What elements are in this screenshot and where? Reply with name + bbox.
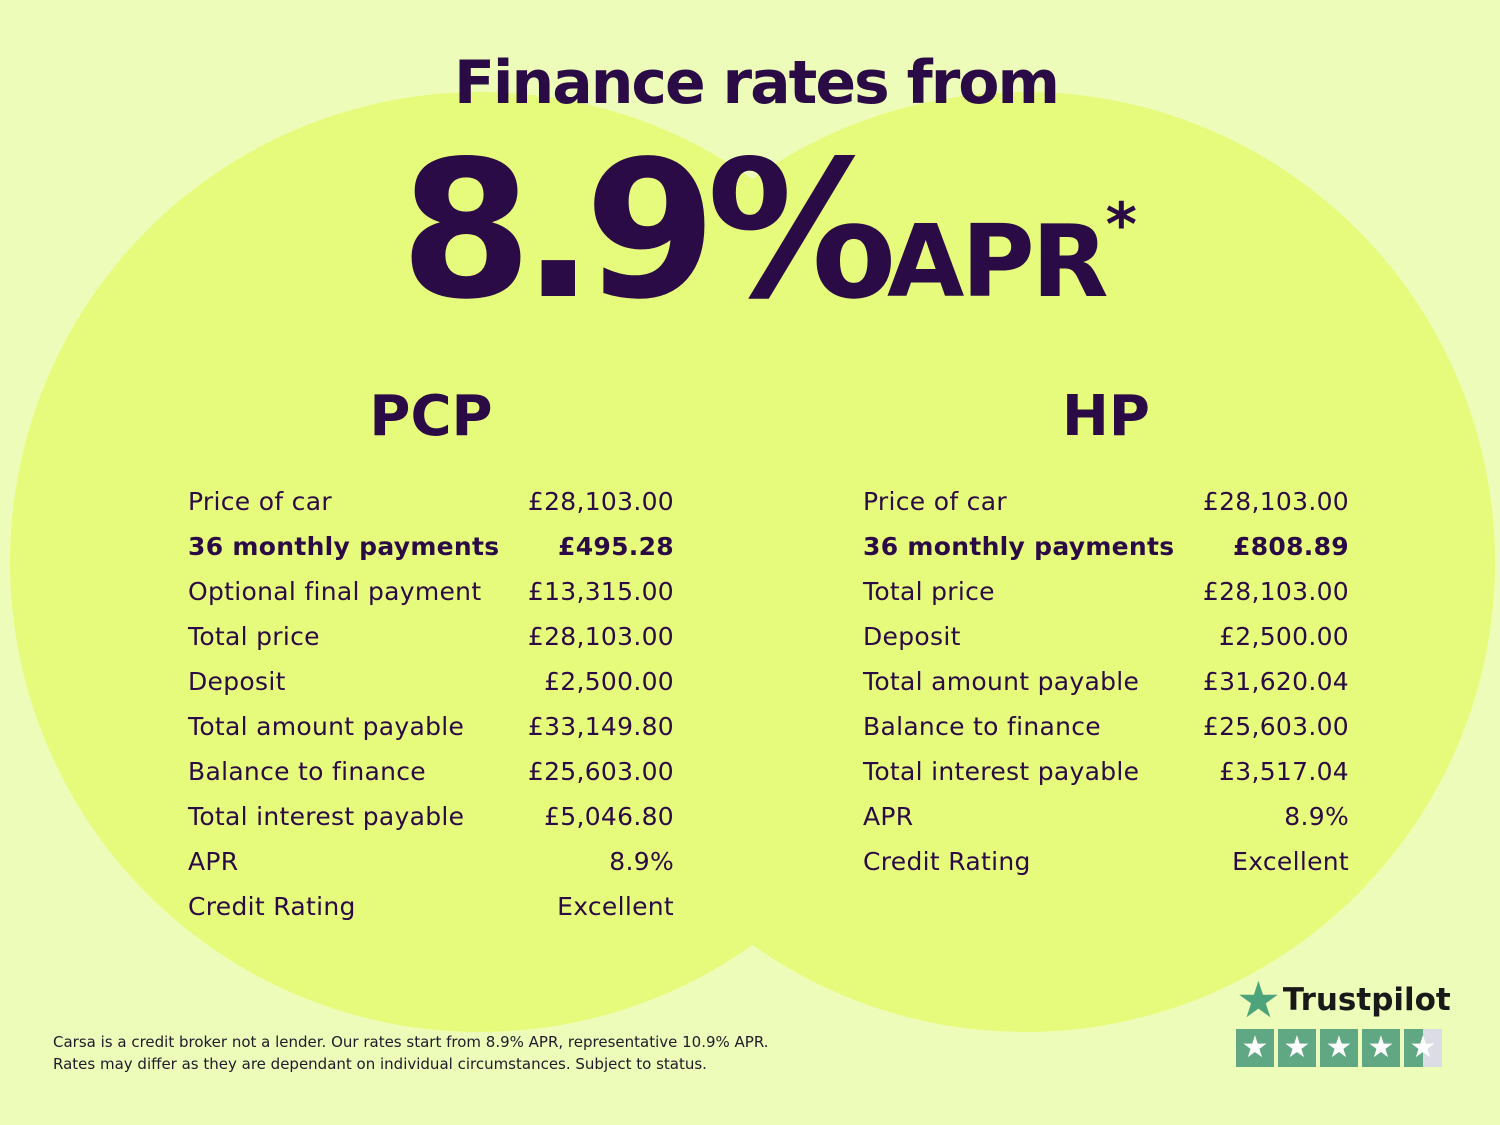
table-row: Deposit £2,500.00 [863, 614, 1349, 659]
row-label: Total price [188, 622, 320, 651]
table-row: 36 monthly payments £495.28 [188, 524, 674, 569]
trustpilot-rating: ★ ★ ★ ★ ★ [1236, 1029, 1451, 1067]
row-value: 8.9% [609, 847, 674, 876]
table-row: Balance to finance £25,603.00 [863, 704, 1349, 749]
table-row: Total amount payable £31,620.04 [863, 659, 1349, 704]
row-value: Excellent [1232, 847, 1349, 876]
table-row: Price of car £28,103.00 [863, 479, 1349, 524]
row-value: £2,500.00 [1219, 622, 1349, 651]
row-label: Optional final payment [188, 577, 482, 606]
table-row: Total interest payable £3,517.04 [863, 749, 1349, 794]
rating-star-icon: ★ [1320, 1029, 1358, 1067]
trustpilot-badge: ★ Trustpilot ★ ★ ★ ★ ★ [1236, 975, 1451, 1067]
table-row: Credit Rating Excellent [863, 839, 1349, 884]
trustpilot-name: Trustpilot [1282, 982, 1451, 1018]
background-circle-right [555, 92, 1495, 1032]
row-label: Balance to finance [188, 757, 426, 786]
row-value: £28,103.00 [527, 622, 674, 651]
hp-title: HP [1062, 384, 1150, 449]
row-label: Total price [863, 577, 995, 606]
row-value: £33,149.80 [527, 712, 674, 741]
row-value: £31,620.04 [1202, 667, 1349, 696]
disclaimer: Carsa is a credit broker not a lender. O… [53, 1031, 769, 1075]
pcp-title: PCP [369, 384, 493, 449]
row-label: Total interest payable [188, 802, 465, 831]
row-value: £13,315.00 [527, 577, 674, 606]
table-row: Total price £28,103.00 [188, 614, 674, 659]
row-label: Balance to finance [863, 712, 1101, 741]
row-label: Total amount payable [863, 667, 1140, 696]
row-label: Price of car [188, 487, 332, 516]
row-label: Deposit [188, 667, 286, 696]
table-row: Total price £28,103.00 [863, 569, 1349, 614]
disclaimer-line-1: Carsa is a credit broker not a lender. O… [53, 1033, 769, 1051]
row-label: APR [188, 847, 239, 876]
rate-display: 8.9%APR* [400, 120, 1137, 341]
row-label: Credit Rating [188, 892, 356, 921]
row-value: £495.28 [558, 532, 674, 561]
rating-star-icon: ★ [1278, 1029, 1316, 1067]
star-icon: ★ [1236, 971, 1281, 1029]
table-row: Total amount payable £33,149.80 [188, 704, 674, 749]
row-value: £25,603.00 [1202, 712, 1349, 741]
table-row: Deposit £2,500.00 [188, 659, 674, 704]
row-label: 36 monthly payments [188, 532, 500, 561]
row-value: £3,517.04 [1219, 757, 1349, 786]
table-row: Price of car £28,103.00 [188, 479, 674, 524]
hp-table: HP Price of car £28,103.00 36 monthly paym… [863, 385, 1349, 884]
disclaimer-line-2: Rates may differ as they are dependant o… [53, 1055, 707, 1073]
row-value: £25,603.00 [527, 757, 674, 786]
row-value: £808.89 [1233, 532, 1349, 561]
trustpilot-logo: ★ Trustpilot [1236, 975, 1451, 1025]
row-value: 8.9% [1284, 802, 1349, 831]
row-label: 36 monthly payments [863, 532, 1175, 561]
table-row: Balance to finance £25,603.00 [188, 749, 674, 794]
rating-star-icon: ★ [1236, 1029, 1274, 1067]
rating-star-icon: ★ [1404, 1029, 1442, 1067]
rate-value: 8.9% [400, 120, 897, 341]
table-row: Optional final payment £13,315.00 [188, 569, 674, 614]
table-row: Credit Rating Excellent [188, 884, 674, 929]
table-row: APR 8.9% [188, 839, 674, 884]
row-label: APR [863, 802, 914, 831]
headline: Finance rates from [453, 48, 1060, 118]
table-row: APR 8.9% [863, 794, 1349, 839]
row-label: Total amount payable [188, 712, 465, 741]
rate-suffix: APR [886, 203, 1109, 320]
row-value: £28,103.00 [1202, 577, 1349, 606]
row-value: Excellent [557, 892, 674, 921]
rating-star-icon: ★ [1362, 1029, 1400, 1067]
row-value: £5,046.80 [544, 802, 674, 831]
table-row: Total interest payable £5,046.80 [188, 794, 674, 839]
row-label: Deposit [863, 622, 961, 651]
row-label: Credit Rating [863, 847, 1031, 876]
pcp-table: PCP Price of car £28,103.00 36 monthly pay… [188, 385, 674, 929]
row-value: £28,103.00 [527, 487, 674, 516]
table-row: 36 monthly payments £808.89 [863, 524, 1349, 569]
row-label: Total interest payable [863, 757, 1140, 786]
row-label: Price of car [863, 487, 1007, 516]
asterisk: * [1105, 190, 1138, 260]
row-value: £28,103.00 [1202, 487, 1349, 516]
row-value: £2,500.00 [544, 667, 674, 696]
